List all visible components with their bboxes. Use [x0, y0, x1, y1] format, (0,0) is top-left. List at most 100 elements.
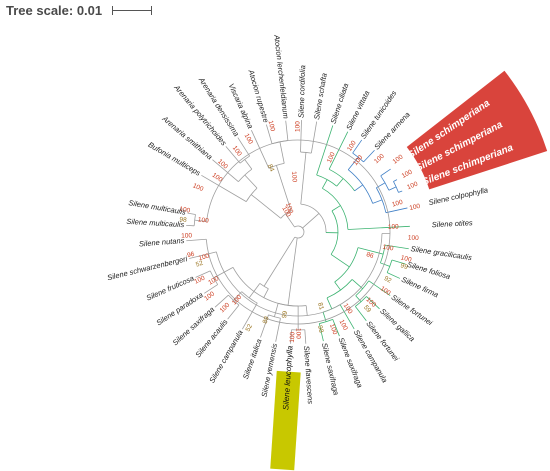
branch-line	[265, 124, 273, 144]
bootstrap-value: 81	[316, 302, 325, 311]
bootstrap-value: 100	[400, 254, 413, 264]
branch-line	[287, 237, 298, 306]
branch-line	[244, 159, 253, 170]
branch-line	[322, 179, 328, 189]
branch-arc	[209, 270, 219, 285]
branch-line	[380, 262, 390, 267]
bootstrap-value: 100	[207, 275, 220, 287]
bootstrap-value: 100	[401, 168, 414, 179]
bootstrap-value: 100	[193, 274, 206, 285]
bootstrap-value: 52	[195, 260, 204, 269]
branch-line	[316, 125, 334, 176]
branch-line	[237, 137, 250, 157]
tree-scale: Tree scale: 0.01	[6, 1, 153, 19]
branch-line	[263, 236, 296, 287]
bootstrap-value: 98	[316, 325, 325, 334]
bootstrap-value: 100	[216, 158, 229, 171]
branch-line	[302, 213, 320, 229]
branch-line	[251, 129, 270, 169]
branch-line	[339, 304, 355, 330]
bootstrap-value: 100	[280, 205, 292, 218]
branch-line	[204, 284, 218, 294]
branch-line	[330, 254, 350, 268]
branch-line	[244, 174, 258, 189]
branch-arc	[322, 187, 349, 230]
branch-line	[263, 288, 269, 298]
branch-line	[368, 280, 391, 296]
branch-line	[372, 199, 383, 204]
bootstrap-value: 89	[262, 315, 271, 325]
taxon-label: Silene nutans	[139, 236, 185, 249]
bootstrap-value: 100	[181, 232, 192, 239]
branch-line	[332, 319, 340, 337]
branch-line	[366, 296, 380, 310]
bootstrap-value: 100	[267, 120, 277, 133]
taxon-label: Silene multicaulis	[128, 198, 187, 217]
bootstrap-value: 100	[409, 203, 421, 212]
branch-line	[357, 247, 384, 255]
bootstrap-value: 100	[408, 234, 420, 242]
bootstrap-value: 86	[365, 251, 374, 260]
bootstrap-value: 100	[352, 154, 365, 167]
taxon-label: Silene cordifolia	[297, 65, 308, 118]
branch-line	[355, 295, 362, 302]
bootstrap-value: 100	[342, 302, 354, 315]
bootstrap-value: 100	[231, 145, 243, 158]
bootstrap-value: 99	[281, 310, 289, 319]
clade-highlight-leucophylla	[270, 370, 301, 471]
taxon-label: Atocion lerchenfeldianum	[272, 33, 290, 119]
bootstrap-value: 100	[179, 206, 191, 215]
bootstrap-value: 100	[326, 151, 337, 164]
clade-highlight-schimperiana	[406, 70, 548, 190]
bootstrap-value: 100	[192, 182, 205, 193]
branch-line	[347, 157, 359, 170]
taxon-label: Silene flavescens	[302, 345, 315, 404]
branch-line	[189, 251, 217, 259]
bootstrap-value: 59	[362, 304, 372, 314]
branch-line	[275, 318, 281, 342]
branch-line	[354, 184, 363, 192]
bootstrap-value: 100	[388, 223, 400, 231]
branch-line	[194, 219, 207, 222]
tree-scale-label: Tree scale: 0.01	[6, 2, 103, 18]
branch-line	[241, 302, 258, 330]
branch-line	[250, 194, 282, 219]
branch-arc	[386, 259, 393, 273]
branch-line	[347, 225, 410, 230]
branch-line	[285, 120, 289, 141]
branch-line	[233, 291, 243, 301]
branch-line	[398, 190, 403, 193]
branch-line	[331, 205, 341, 212]
bootstrap-value: 100	[219, 301, 232, 314]
branch-line	[305, 305, 308, 316]
branch-line	[279, 141, 285, 164]
branch-line	[355, 306, 367, 321]
branch-line	[248, 283, 261, 299]
branch-arc	[380, 175, 390, 191]
taxon-label: Silene schafta	[312, 72, 329, 120]
branch-line	[227, 304, 240, 320]
branch-line	[334, 281, 341, 291]
bootstrap-value: 100	[290, 171, 298, 183]
bootstrap-value: 100	[294, 328, 301, 339]
branch-line	[387, 272, 401, 279]
bootstrap-value: 100	[392, 153, 405, 165]
bootstrap-value: 100	[328, 323, 338, 336]
branch-line	[187, 212, 196, 215]
branch-line	[214, 294, 229, 308]
taxon-label: Silene gracilicaulis	[410, 244, 473, 262]
branch-line	[300, 152, 307, 205]
branch-arc	[393, 181, 399, 193]
branch-line	[336, 178, 344, 187]
branch-line	[352, 139, 363, 154]
branch-arc	[205, 139, 391, 325]
branch-line	[363, 149, 375, 163]
branch-line	[300, 120, 302, 153]
branch-line	[212, 159, 239, 182]
branch-line	[380, 168, 391, 177]
taxon-label: Silene multicaulis	[126, 217, 185, 229]
branch-arc	[294, 225, 305, 239]
taxon-label: Silene ciliata	[329, 82, 351, 125]
